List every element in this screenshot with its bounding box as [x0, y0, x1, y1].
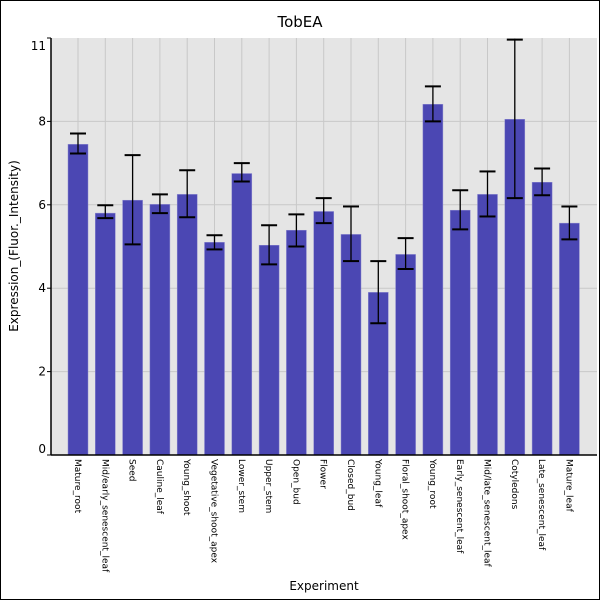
x-tick-label: Late_senescent_leaf [536, 459, 546, 551]
bar [204, 242, 225, 456]
bar [531, 182, 553, 456]
x-tick-label: Floral_shoot_apex [400, 459, 410, 540]
x-tick-label: Upper_stem [263, 459, 273, 513]
x-axis-label: Experiment [289, 579, 359, 593]
bar [395, 254, 416, 456]
x-tick-label: Mature_root [72, 459, 82, 514]
bar [258, 244, 280, 456]
bar [176, 194, 198, 456]
bar [231, 173, 253, 456]
y-axis-label: Expression_(Fluor._Intensity) [7, 160, 21, 332]
y-tick-label: 11 [31, 39, 46, 53]
x-tick-label: Seed [127, 459, 137, 482]
x-tick-label: Flower [318, 459, 328, 489]
x-tick-label: Early_senescent_leaf [454, 459, 464, 554]
y-tick-label: 4 [38, 281, 46, 295]
x-tick-label: Young_shoot [181, 458, 191, 516]
bar [95, 212, 116, 456]
y-tick-label: 0 [38, 442, 46, 456]
x-tick-label: Mature_leaf [563, 459, 573, 513]
bar [340, 234, 362, 456]
bar [67, 144, 89, 456]
x-axis-ticks: Mature_root Mid/early_senescent_leaf Seed C… [72, 458, 573, 573]
x-tick-label: Cauline_leaf [154, 459, 164, 515]
y-tick-label: 6 [38, 198, 46, 212]
bars [67, 104, 580, 456]
x-tick-label: Mid/early_senescent_leaf [99, 459, 109, 573]
bar [449, 209, 471, 456]
x-tick-label: Mid/late_senescent_leaf [482, 459, 492, 568]
bar [422, 104, 444, 456]
bar [286, 229, 307, 456]
bar [477, 194, 498, 456]
error-bars [70, 38, 578, 325]
bar [313, 211, 334, 456]
y-tick-label: 8 [38, 114, 46, 128]
x-tick-label: Closed_bud [345, 459, 355, 511]
x-tick-label: Young_root [427, 458, 437, 509]
bar [149, 204, 171, 456]
y-tick-label: 2 [38, 365, 46, 379]
chart-title: TobEA [276, 13, 323, 31]
x-tick-label: Vegetative_shoot_apex [209, 459, 219, 564]
x-tick-label: Young_leaf [372, 458, 382, 508]
x-tick-label: Cotyledons [509, 459, 519, 510]
x-tick-label: Lower_stem [236, 459, 246, 513]
x-tick-label: Open_bud [290, 459, 300, 505]
bar [559, 222, 580, 456]
y-axis-ticks: 0 2 4 6 8 11 [31, 37, 51, 456]
